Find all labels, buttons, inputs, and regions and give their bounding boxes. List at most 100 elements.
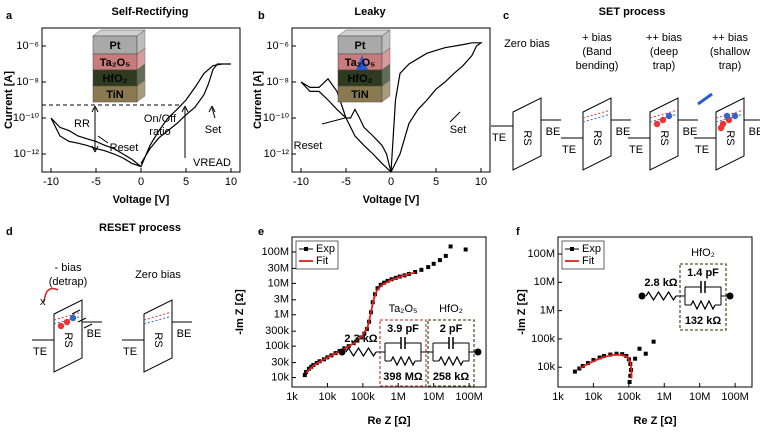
rule [71,309,81,315]
data-point [614,351,619,356]
y-axis-label: Current [A] [3,71,15,129]
condition-label: trap) [719,60,742,72]
condition-label: (shallow [710,46,750,58]
resistance: 398 MΩ [383,371,423,383]
x-tick-label: 10 [475,176,487,188]
stack-label: Ta₂O₅ [345,57,376,69]
x-tick-label: 100k [351,391,375,403]
y-tick-label: 30k [271,356,289,368]
data-point [651,339,656,344]
trap [717,124,725,132]
rule [184,105,189,113]
data-point [572,369,577,374]
te-label: TE [562,144,576,156]
y-tick-label: 10k [271,371,289,383]
y-tick-label: 100k [531,333,555,345]
panel-title: SET process [599,6,666,18]
y-tick-label: 10⁻⁸ [266,76,289,88]
y-tick-label: 100M [261,246,289,258]
trap [57,322,65,330]
x-axis-label: Voltage [V] [113,194,170,206]
trap [653,120,661,128]
be-label: BE [177,328,192,340]
annotation: Reset [110,142,139,154]
filament [356,55,368,70]
data-point [637,346,642,351]
trap [731,112,739,120]
x-tick-label: 5 [183,176,189,188]
layer-label: Ta₂O₅ [389,303,418,315]
rule [94,105,99,113]
data-point [448,244,453,249]
rule [649,109,679,119]
condition-label: (Band [582,46,611,58]
condition-label: + bias [582,32,612,44]
layer-box [427,319,475,387]
data-point [627,380,632,385]
te-label: TE [492,132,506,144]
data-point [378,282,383,287]
y-axis-label: -Im Z [Ω] [234,289,246,335]
y-tick-label: 10⁻¹⁰ [13,112,40,124]
te-label: TE [695,144,709,156]
rs-label: RS [152,332,164,347]
resistor [438,355,464,367]
rule [53,315,83,325]
panel-letter: f [516,226,520,238]
x-tick-label: 1M [657,391,672,403]
y-tick-label: 10⁻⁶ [16,40,39,52]
x-tick-label: 100M [455,391,483,403]
rule [97,135,109,144]
arrow [697,92,713,106]
x-tick-label: -10 [43,176,59,188]
condition-label: trap) [653,60,676,72]
trap [69,314,77,322]
y-tick-label: 10⁻⁶ [266,40,289,52]
x-tick-label: 10k [319,391,337,403]
y-tick-label: 10⁻¹² [14,148,40,160]
data-point [643,351,648,356]
data-point [443,253,448,258]
layer-box [379,319,427,387]
rs-label: RS [591,130,603,145]
rule [208,105,213,113]
stack-label: HfO₂ [102,73,127,85]
data-line [305,271,416,374]
rule [94,145,99,153]
capacitance: 1.4 pF [687,267,719,279]
rule [91,145,96,153]
rule [91,105,96,113]
x-tick-label: 10 [225,176,237,188]
y-tick-label: 100M [527,248,555,260]
y-tick-label: 300k [265,325,289,337]
terminal [726,292,734,300]
x-axis-label: Re Z [Ω] [367,415,410,427]
rule [715,113,745,123]
stack-top [337,29,391,37]
y-tick-label: 10M [268,277,289,289]
panel-letter: d [6,226,13,238]
annotation: RR [74,118,90,130]
stack-label: Ta₂O₅ [100,57,131,69]
legend-label: Fit [316,255,328,267]
data-point [413,270,418,275]
x-tick-label: -10 [293,176,309,188]
condition-label: (deep [650,46,678,58]
rule [321,117,346,125]
capacitance: 3.9 pF [387,323,419,335]
panel-title: Self-Rectifying [111,6,188,18]
stack-label: HfO₂ [347,73,372,85]
y-tick-label: 100k [265,340,289,352]
data-line [50,63,231,168]
plot-frame [557,236,753,388]
rule [181,105,186,113]
rs-label: RS [521,130,533,145]
rule [649,113,679,123]
legend-label: Fit [582,255,594,267]
x-tick-label: 1k [286,391,298,403]
data-point [463,247,468,252]
data-point [426,265,431,270]
rs-label: RS [658,130,670,145]
data-line [578,353,633,379]
x-tick-label: 10M [423,391,444,403]
